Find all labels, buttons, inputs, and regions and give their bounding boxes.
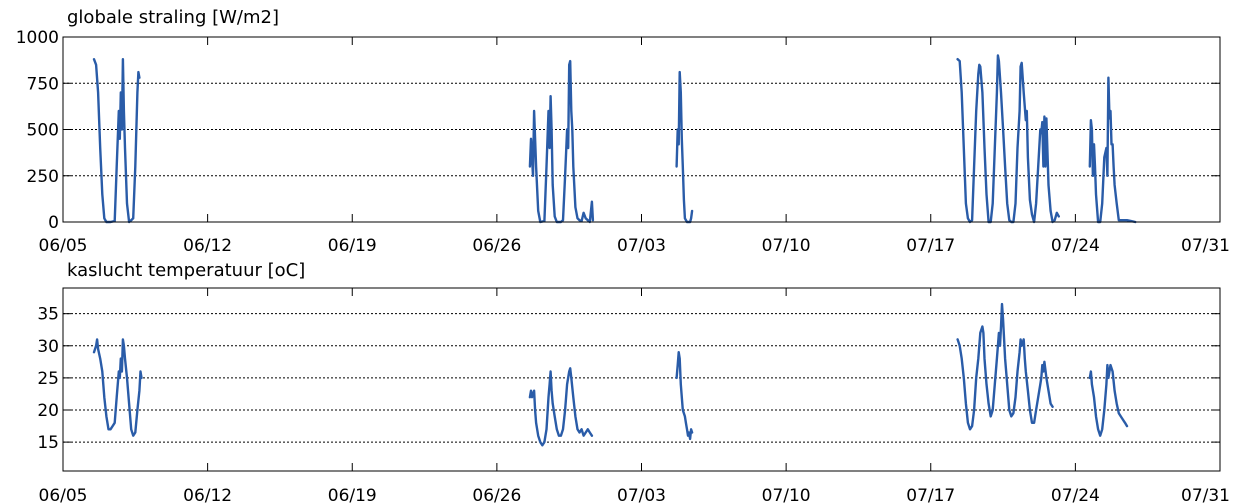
temperature-x-tick-label: 07/31 xyxy=(1181,486,1230,504)
temperature-x-tick-label: 07/17 xyxy=(906,486,955,504)
radiation-y-tick-label: 500 xyxy=(27,121,59,141)
temperature-x-tick-label: 06/19 xyxy=(328,486,377,504)
radiation-x-tick-label: 07/24 xyxy=(1051,236,1100,256)
radiation-chart-title: globale straling [W/m2] xyxy=(67,7,279,28)
radiation-series xyxy=(92,54,1137,224)
temperature-series-line xyxy=(1088,363,1129,437)
temperature-ticks xyxy=(63,288,1220,471)
radiation-x-tick-labels: 06/05 06/12 06/19 06/26 07/03 07/10 07/17 07/24… xyxy=(39,236,1231,256)
temperature-plot-frame xyxy=(62,287,1221,472)
temperature-x-tick-label: 06/12 xyxy=(183,486,232,504)
radiation-y-tick-label: 250 xyxy=(27,167,59,187)
temperature-series-line xyxy=(528,367,594,447)
temperature-y-tick-labels: 15 20 25 30 35 xyxy=(37,305,59,453)
temperature-y-tick-label: 30 xyxy=(37,337,59,357)
temperature-x-tick-label: 07/10 xyxy=(762,486,811,504)
radiation-plot-frame xyxy=(62,36,1221,223)
radiation-panel: globale straling [W/m2] 0 250 500 750 1000 0… xyxy=(16,7,1230,256)
radiation-series-line xyxy=(956,54,1060,224)
radiation-y-tick-labels: 0 250 500 750 1000 xyxy=(16,28,59,233)
radiation-y-tick-label: 750 xyxy=(27,74,59,94)
temperature-series-line xyxy=(92,338,143,437)
radiation-series-line xyxy=(1088,76,1137,224)
radiation-x-tick-label: 07/31 xyxy=(1181,236,1230,256)
temperature-y-tick-label: 20 xyxy=(37,401,59,421)
radiation-x-tick-label: 07/03 xyxy=(617,236,666,256)
radiation-x-tick-label: 06/12 xyxy=(183,236,232,256)
temperature-y-tick-label: 25 xyxy=(37,369,59,389)
radiation-x-tick-label: 07/10 xyxy=(762,236,811,256)
radiation-y-tick-label: 0 xyxy=(48,213,59,233)
radiation-y-tick-label: 1000 xyxy=(16,28,59,48)
temperature-series xyxy=(92,302,1129,447)
temperature-x-tick-labels: 06/05 06/12 06/19 06/26 07/03 07/10 07/17 07/24… xyxy=(39,486,1231,504)
radiation-series-line xyxy=(92,58,141,224)
temperature-x-tick-label: 07/24 xyxy=(1051,486,1100,504)
temperature-series-line xyxy=(956,302,1054,431)
radiation-series-line xyxy=(675,70,694,224)
radiation-x-tick-label: 07/17 xyxy=(906,236,955,256)
temperature-x-tick-label: 06/26 xyxy=(472,486,521,504)
temperature-chart-title: kaslucht temperatuur [oC] xyxy=(67,260,305,281)
temperature-x-tick-label: 06/05 xyxy=(39,486,88,504)
temperature-series-line xyxy=(675,351,694,441)
radiation-x-tick-label: 06/19 xyxy=(328,236,377,256)
temperature-x-tick-label: 07/03 xyxy=(617,486,666,504)
radiation-series-line xyxy=(528,59,595,224)
radiation-x-tick-label: 06/26 xyxy=(472,236,521,256)
radiation-x-tick-label: 06/05 xyxy=(39,236,88,256)
temperature-y-tick-label: 15 xyxy=(37,433,59,453)
temperature-y-tick-label: 35 xyxy=(37,305,59,325)
temperature-panel: kaslucht temperatuur [oC] 15 20 25 30 35 06/… xyxy=(37,260,1230,504)
